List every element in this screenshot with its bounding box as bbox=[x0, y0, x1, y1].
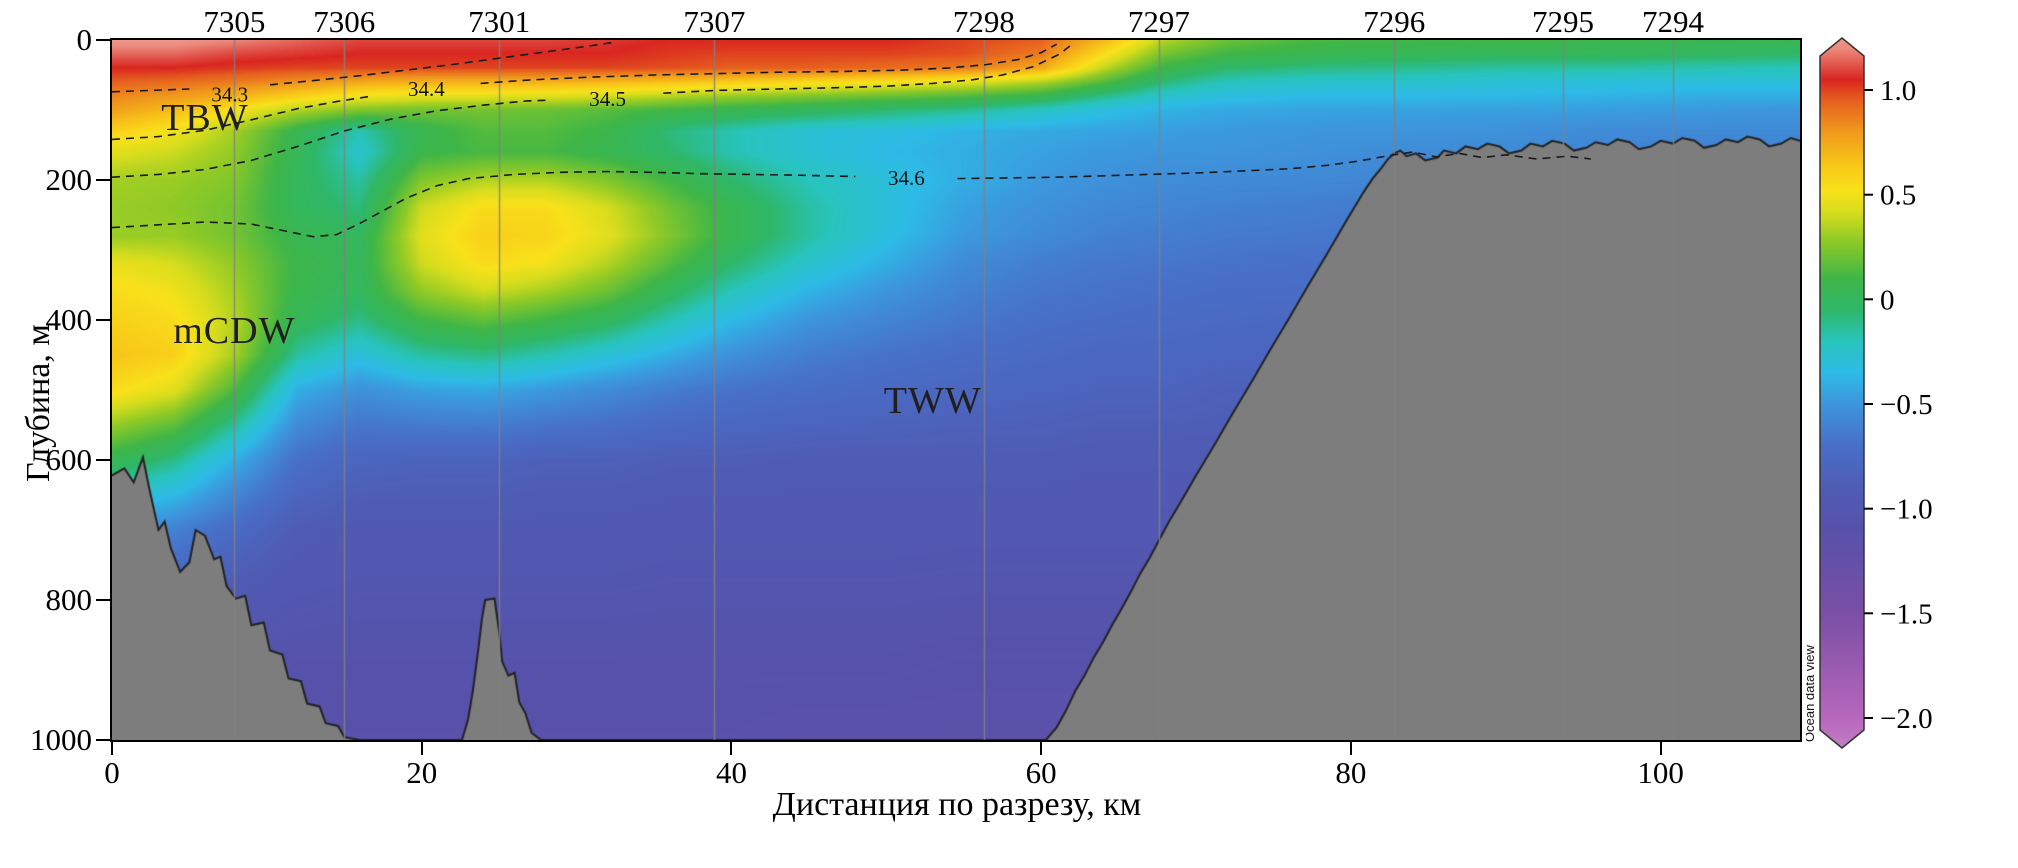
y-axis-tick bbox=[96, 179, 110, 181]
x-axis-tick bbox=[1659, 742, 1662, 755]
colorbar-tick-label: 0 bbox=[1880, 284, 1895, 316]
salinity-contour-label: 34.3 bbox=[211, 83, 248, 107]
plot-area: 34.3 34.4 34.5 34.6 bbox=[110, 38, 1802, 742]
station-label-7297: 7297 bbox=[1127, 4, 1190, 39]
x-axis-tick-label: 0 bbox=[104, 755, 120, 790]
colorbar: 1.0 0.5 0 −0.5 −1.0 −1.5 −2.0 Ocean data view bbox=[1806, 37, 1933, 749]
station-label-7295: 7295 bbox=[1532, 4, 1595, 39]
salinity-contour-34.4 bbox=[112, 95, 373, 141]
x-axis-tick bbox=[1040, 742, 1043, 755]
y-axis-title: Глубина, м bbox=[20, 324, 57, 482]
y-axis-tick bbox=[96, 319, 110, 321]
x-axis-tick-label: 80 bbox=[1335, 755, 1367, 790]
x-axis-tick-label: 20 bbox=[406, 755, 438, 790]
station-label-7301: 7301 bbox=[468, 4, 531, 39]
salinity-contour-34.6 bbox=[957, 151, 1591, 180]
y-axis-tick bbox=[96, 739, 110, 741]
x-axis-tick-label: 40 bbox=[715, 755, 747, 790]
station-label-7294: 7294 bbox=[1642, 4, 1704, 39]
x-axis-tick bbox=[1349, 742, 1352, 755]
salinity-contour-label: 34.5 bbox=[589, 87, 626, 111]
colorbar-tick-label: −1.5 bbox=[1880, 598, 1933, 630]
station-label-7306: 7306 bbox=[313, 4, 376, 39]
x-axis-tick bbox=[730, 742, 733, 755]
y-axis-tick bbox=[96, 459, 110, 461]
salinity-contour-34.3 bbox=[112, 88, 190, 93]
salinity-contour-34.5 bbox=[112, 99, 551, 178]
salinity-contour-34.3 bbox=[269, 41, 616, 86]
y-axis-tick-label: 200 bbox=[45, 162, 93, 197]
station-label-7296: 7296 bbox=[1363, 4, 1426, 39]
station-label-7305: 7305 bbox=[203, 4, 266, 39]
colorbar-gradient-bar bbox=[1819, 37, 1865, 749]
x-axis-tick bbox=[111, 742, 113, 755]
x-axis-tick-label: 100 bbox=[1637, 755, 1684, 790]
salinity-contour-34.4 bbox=[480, 43, 1058, 85]
y-axis-tick-label: 800 bbox=[45, 582, 93, 617]
colorbar-tick-label: −1.0 bbox=[1880, 494, 1933, 526]
station-label-7307: 7307 bbox=[683, 4, 746, 39]
odv-watermark: Ocean data view bbox=[1806, 645, 1817, 742]
colorbar-tick-label: −2.0 bbox=[1880, 703, 1933, 735]
y-axis-tick-label: 0 bbox=[76, 22, 93, 57]
x-axis-title: Дистанция по разрезу, км bbox=[772, 786, 1142, 823]
colorbar-tick-label: 0.5 bbox=[1880, 180, 1916, 212]
colorbar-tick-label: −0.5 bbox=[1880, 389, 1933, 421]
x-axis-tick bbox=[420, 742, 423, 755]
y-axis-tick bbox=[96, 599, 110, 601]
salinity-contour-label: 34.4 bbox=[408, 77, 445, 101]
salinity-contour-34.6 bbox=[112, 170, 856, 238]
colorbar-tick-label: 1.0 bbox=[1880, 75, 1916, 107]
salinity-contour-label: 34.6 bbox=[888, 166, 925, 190]
y-axis-tick-label: 1000 bbox=[30, 722, 92, 757]
station-label-7298: 7298 bbox=[952, 4, 1015, 39]
salinity-contour-34.5 bbox=[663, 43, 1073, 94]
salinity-contour-overlay: 34.3 34.4 34.5 34.6 bbox=[112, 41, 1591, 238]
y-axis-tick bbox=[96, 39, 110, 41]
